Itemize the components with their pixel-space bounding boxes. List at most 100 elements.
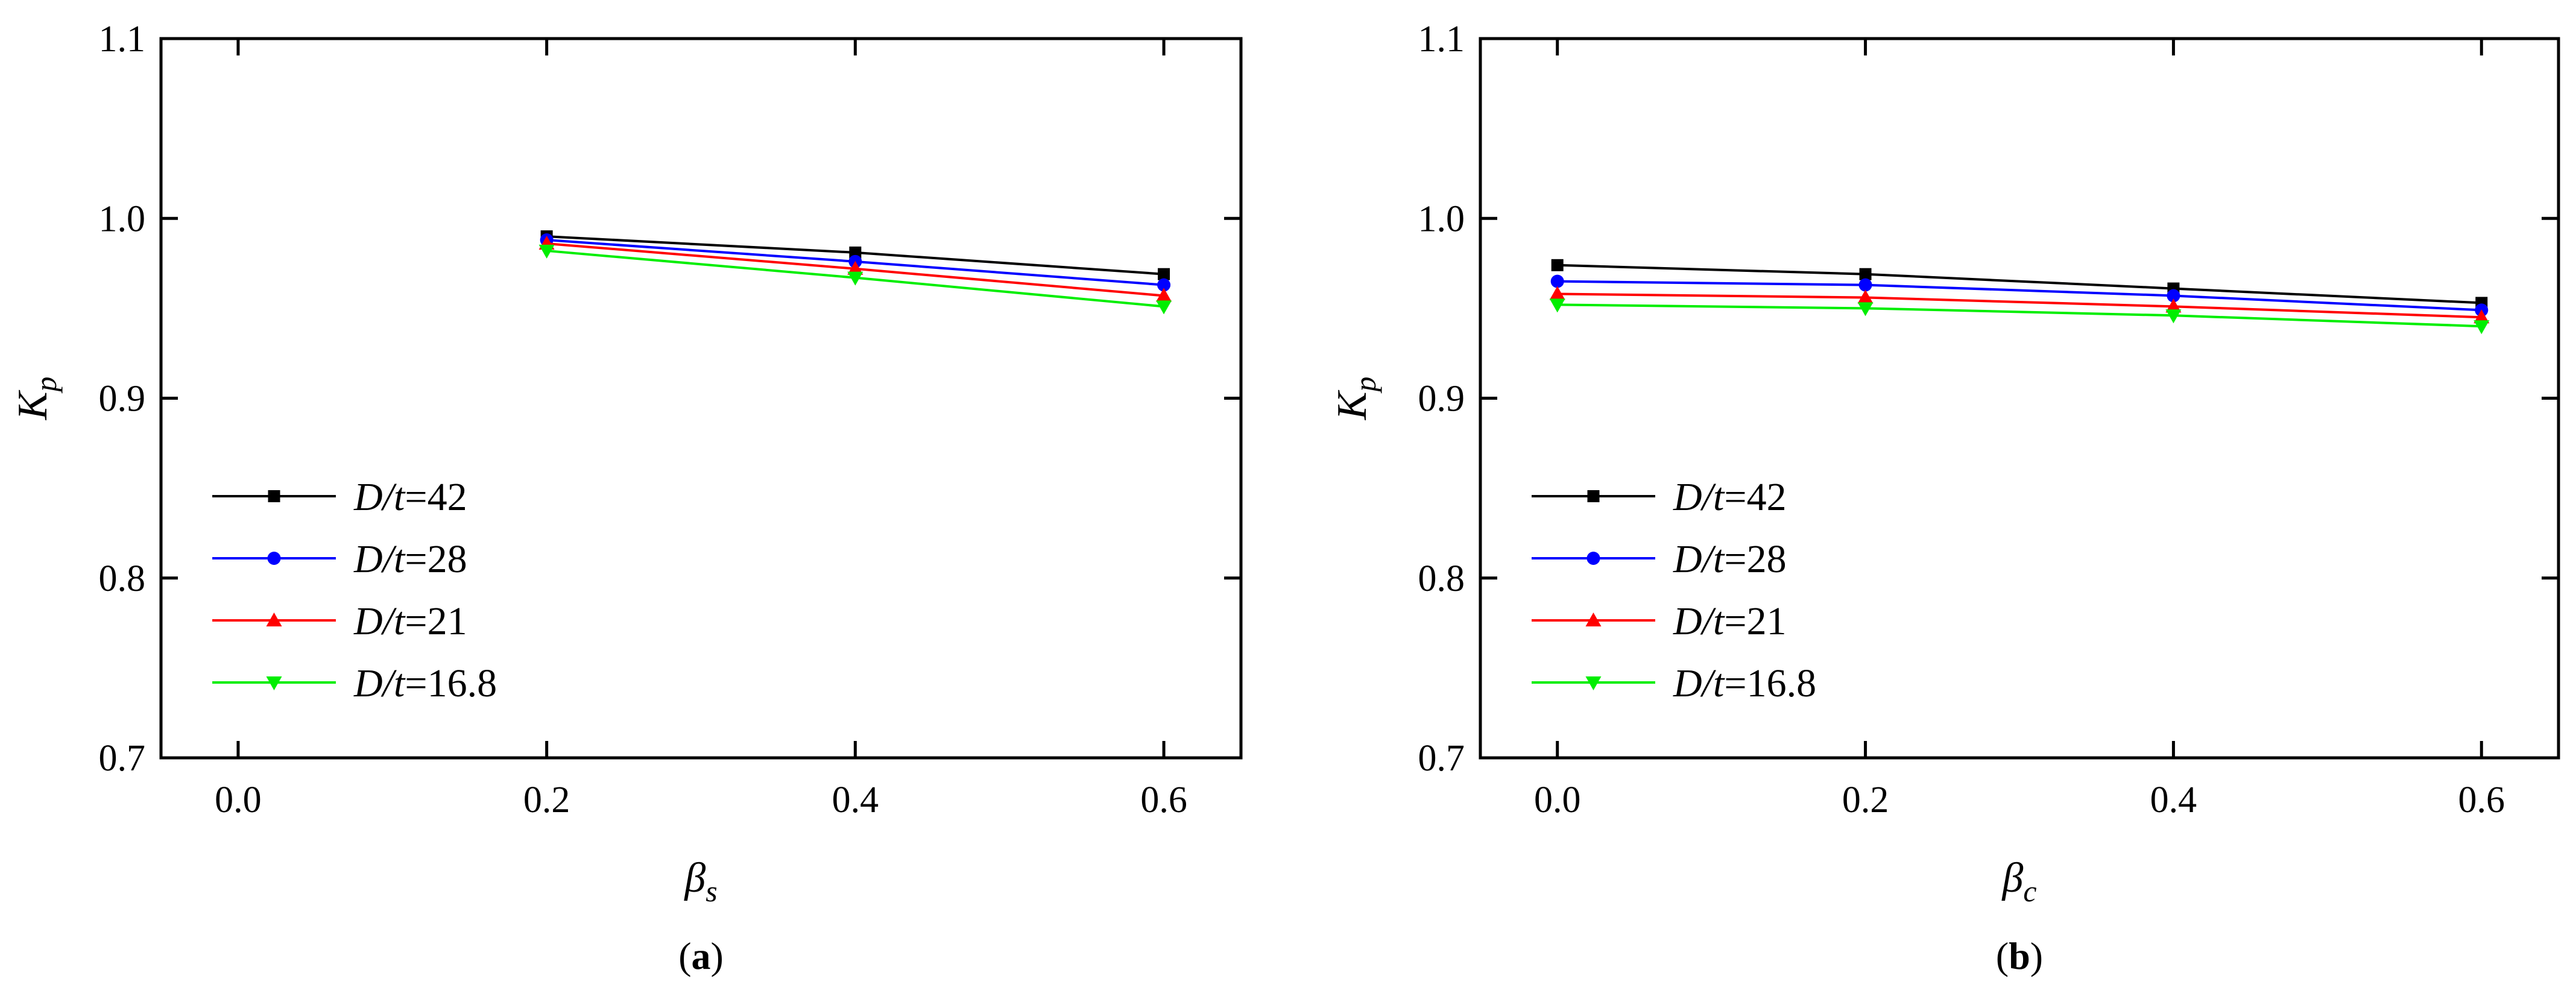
series-line-2 [1557, 292, 2482, 319]
data-point-s3-1 [1857, 302, 1874, 317]
legend-marker-3 [266, 676, 282, 690]
data-point-s3-0 [538, 244, 555, 259]
panel-label-open: ( [678, 934, 691, 977]
x-axis-label-subscript: s [706, 874, 717, 908]
data-point-s2-1 [847, 260, 863, 275]
panel-label: (a) [678, 934, 724, 977]
legend-text-value: =28 [1724, 537, 1786, 581]
y-axis-label-base: K [10, 389, 56, 420]
x-tick-label: 0.0 [215, 780, 262, 821]
legend-marker-1 [1586, 552, 1600, 565]
data-point-s0-0 [1551, 259, 1564, 271]
y-axis-label-base: K [1329, 389, 1375, 420]
legend-text-value: =21 [405, 599, 467, 643]
legend-label-3: D/t=16.8 [1673, 661, 1816, 705]
legend-marker-2 [1585, 613, 1602, 626]
x-axis-label-base: β [2001, 855, 2023, 901]
x-axis-label: βs [683, 855, 717, 908]
data-point-s1-2 [1157, 278, 1171, 292]
data-point-s2-2 [1156, 288, 1172, 302]
legend-text-prefix: D/ [353, 537, 397, 581]
x-axis-label-base: β [683, 855, 706, 901]
legend-text-value: =16.8 [1724, 661, 1816, 705]
legend-text-prefix: D/ [1673, 537, 1717, 581]
data-point-s1-2 [2167, 289, 2180, 303]
legend-label-0: D/t=42 [1673, 475, 1787, 519]
legend-text-prefix: D/ [1673, 475, 1717, 519]
data-point-s0-1 [1859, 268, 1872, 280]
legend-text-value: =42 [405, 475, 467, 519]
legend-text-value: =28 [405, 537, 467, 581]
legend-label-1: D/t=28 [1673, 537, 1787, 581]
legend-text-var: t [394, 475, 406, 519]
y-tick-label: 0.7 [1418, 738, 1465, 779]
series-line-1 [1557, 280, 2482, 312]
legend-text-var: t [1713, 475, 1725, 519]
legend-text-var: t [1713, 599, 1725, 643]
data-point-s0-2 [1158, 268, 1170, 280]
legend-label-3: D/t=16.8 [353, 661, 497, 705]
chart-panel-a: 0.0 0.2 0.4 0.60.70.80.91.01.1βsKpD/t=42D/t… [10, 19, 1243, 977]
legend: D/t=42D/t=28D/t=21D/t=16.8 [1532, 475, 1816, 705]
legend-label-2: D/t=21 [353, 599, 467, 643]
panel-label-close: ) [2030, 934, 2043, 977]
panel-label-letter: a [692, 934, 711, 977]
legend-text-prefix: D/ [1673, 599, 1717, 643]
y-tick-label: 1.1 [1418, 19, 1465, 60]
y-axis-label: Kp [1329, 377, 1382, 421]
x-axis-label: βc [2001, 855, 2036, 908]
legend-label-2: D/t=21 [1673, 599, 1787, 643]
legend-text-var: t [394, 537, 406, 581]
legend-text-value: =42 [1724, 475, 1786, 519]
data-point-s3-3 [2473, 320, 2490, 335]
chart-panel-b: 0.0 0.2 0.4 0.60.70.80.91.01.1βcKpD/t=42D/t… [1329, 19, 2560, 977]
data-point-s2-0 [1549, 286, 1565, 300]
y-tick-label: 1.0 [1418, 198, 1465, 239]
panel-label-close: ) [711, 934, 724, 977]
x-tick-label: 0.4 [2150, 780, 2197, 821]
y-tick-label: 0.7 [99, 738, 146, 779]
x-tick-label: 0.4 [832, 780, 879, 821]
data-point-s0-1 [849, 246, 862, 259]
data-point-s3-1 [847, 271, 863, 286]
legend-text-prefix: D/ [1673, 661, 1717, 705]
legend-marker-2 [266, 613, 282, 626]
data-point-s2-3 [2473, 309, 2490, 324]
legend-marker-0 [268, 490, 280, 502]
legend-text-var: t [394, 599, 406, 643]
y-tick-label: 0.9 [1418, 379, 1465, 420]
panel-label-letter: b [2009, 934, 2030, 977]
y-axis-label: Kp [10, 377, 63, 421]
data-point-s1-0 [1550, 274, 1564, 288]
data-point-s2-1 [1857, 289, 1874, 304]
legend-text-var: t [394, 661, 406, 705]
data-point-s2-2 [2165, 298, 2182, 313]
legend-text-value: =16.8 [405, 661, 497, 705]
plot-frame [1479, 37, 2560, 760]
legend-text-value: =21 [1724, 599, 1786, 643]
legend-text-prefix: D/ [353, 599, 397, 643]
legend-label-0: D/t=42 [353, 475, 467, 519]
legend-marker-0 [1587, 490, 1600, 502]
data-point-s3-2 [2165, 309, 2182, 324]
legend-marker-3 [1585, 676, 1602, 690]
y-tick-label: 1.0 [99, 198, 146, 239]
y-tick-label: 1.1 [99, 19, 146, 60]
data-point-s3-2 [1156, 300, 1172, 315]
y-tick-label: 0.9 [99, 379, 146, 420]
x-tick-label: 0.6 [2458, 780, 2505, 821]
legend-text-var: t [1713, 537, 1725, 581]
y-tick-label: 0.8 [1418, 558, 1465, 599]
data-point-s1-1 [1858, 278, 1872, 292]
series-line-3 [1557, 303, 2482, 328]
legend-text-prefix: D/ [353, 475, 397, 519]
legend: D/t=42D/t=28D/t=21D/t=16.8 [212, 475, 497, 705]
legend-text-prefix: D/ [353, 661, 397, 705]
legend-label-1: D/t=28 [353, 537, 467, 581]
panel-label: (b) [1996, 934, 2043, 977]
x-axis-label-subscript: c [2023, 874, 2036, 908]
plot-frame [159, 37, 1243, 760]
panel-label-open: ( [1996, 934, 2009, 977]
x-tick-label: 0.2 [1842, 780, 1889, 821]
